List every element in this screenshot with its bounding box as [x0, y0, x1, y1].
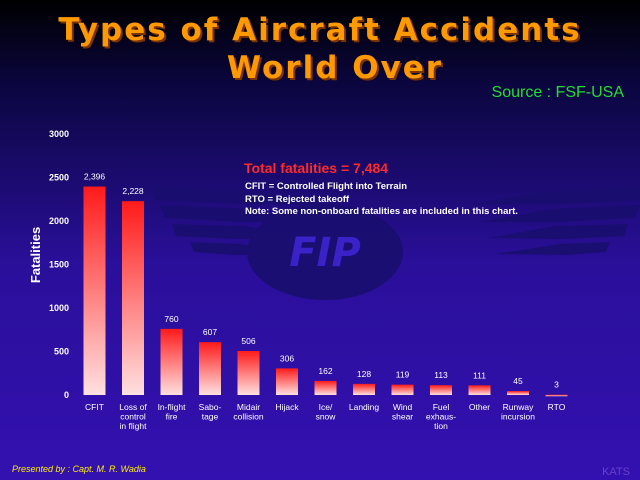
bar [430, 385, 452, 395]
category-label: shear [392, 412, 413, 422]
bar [507, 391, 529, 395]
category-label: Loss of [119, 402, 147, 412]
bar-value-label: 2,396 [84, 172, 106, 182]
title-line-2: World Over [226, 50, 444, 86]
category-label: Landing [349, 402, 380, 412]
bar [468, 385, 491, 395]
bar [237, 350, 260, 395]
category-label: fire [166, 412, 178, 422]
bar-value-label: 3 [554, 380, 559, 390]
category-label: Sabo- [199, 402, 222, 412]
category-label: Wind [393, 402, 413, 412]
category-label: in flight [120, 421, 148, 431]
total-fatalities: Total fatalities = 7,484 [244, 160, 388, 176]
bar [199, 342, 221, 395]
category-label: Ice/ [319, 402, 333, 412]
presenter-credit: Presented by : Capt. M. R. Wadia [12, 464, 146, 474]
y-tick-label: 2000 [49, 216, 69, 226]
note-rto: RTO = Rejected takeoff [245, 194, 350, 205]
y-tick-label: 0 [64, 390, 69, 400]
y-tick-label: 2500 [49, 173, 69, 183]
bar-value-label: 45 [513, 376, 523, 386]
bar-value-label: 162 [318, 366, 332, 376]
y-tick-label: 3000 [49, 129, 69, 139]
title-line-1: Types of Aircraft Accidents [58, 12, 582, 48]
bar-value-label: 506 [241, 336, 255, 346]
note-cfit: CFIT = Controlled Flight into Terrain [245, 181, 407, 192]
wings-logo [150, 186, 640, 300]
bar-value-label: 128 [357, 369, 371, 379]
bar-value-label: 2,228 [122, 186, 144, 196]
logo-text: FIP [289, 230, 361, 276]
bar-value-label: 119 [396, 370, 410, 380]
category-label: snow [316, 412, 337, 422]
category-label: incursion [501, 412, 535, 422]
bar [353, 383, 375, 395]
bar [391, 384, 414, 395]
bar-value-label: 607 [203, 327, 217, 337]
category-label: control [120, 412, 146, 422]
bar-value-label: 306 [280, 353, 294, 363]
y-tick-label: 500 [54, 347, 69, 357]
note-nonboard: Note: Some non-onboard fatalities are in… [245, 206, 518, 217]
bar [276, 368, 298, 395]
y-tick-label: 1500 [49, 260, 69, 270]
category-label: RTO [548, 402, 566, 412]
y-axis-title: Fatalities [28, 227, 43, 283]
category-label: Other [469, 402, 490, 412]
category-label: CFIT [85, 402, 104, 412]
bar-value-label: 113 [434, 370, 448, 380]
source-label: Source : FSF-USA [491, 84, 624, 101]
bar [160, 328, 183, 395]
bar [122, 201, 144, 395]
category-label: tion [434, 421, 448, 431]
category-label: Fuel [433, 402, 450, 412]
category-label: collision [233, 412, 264, 422]
category-label: Midair [237, 402, 260, 412]
category-label: In-flight [158, 402, 187, 412]
bar [83, 186, 106, 395]
category-label: tage [202, 412, 219, 422]
bar [314, 380, 337, 395]
category-label: Runway [503, 402, 534, 412]
corner-watermark: KATS [602, 466, 630, 478]
category-label: exhaus- [426, 412, 456, 422]
bar [545, 394, 568, 397]
y-tick-label: 1000 [49, 303, 69, 313]
bar-value-label: 760 [164, 314, 178, 324]
bar-value-label: 111 [473, 370, 486, 380]
category-label: Hijack [275, 402, 299, 412]
